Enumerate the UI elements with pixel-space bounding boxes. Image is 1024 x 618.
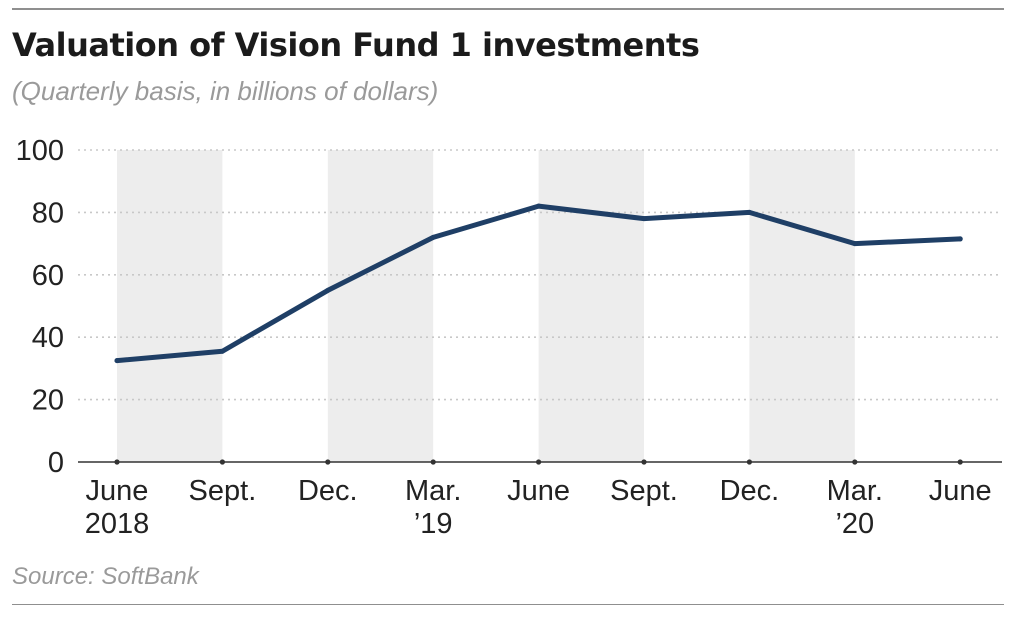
data-point: [219, 348, 225, 354]
data-point: [325, 287, 331, 293]
y-axis-ticks: 0 20 40 60 80 100: [16, 135, 64, 479]
x-tick-label-line: Mar.: [827, 475, 883, 507]
y-tick-label: 20: [32, 385, 64, 417]
x-tick-label-line: Dec.: [720, 475, 780, 507]
source-note: Source: SoftBank: [12, 563, 199, 590]
y-tick-label: 0: [48, 447, 64, 479]
series-group: [114, 203, 963, 364]
x-tick-label: Mar. ’19: [405, 475, 461, 540]
y-tick-label: 40: [32, 322, 64, 354]
data-point: [957, 236, 963, 242]
shaded-band: [327, 150, 434, 462]
bottom-rule: [12, 604, 1004, 605]
x-tick-label-line: Mar.: [405, 475, 461, 507]
x-tick-label: Dec.: [720, 475, 780, 507]
data-point: [114, 358, 120, 364]
x-tick-mark: [641, 459, 647, 465]
chart-subtitle: (Quarterly basis, in billions of dollars…: [12, 76, 439, 106]
x-tick-label-line: ’20: [835, 508, 874, 540]
data-point: [536, 203, 542, 209]
x-tick-label: Sept.: [610, 475, 678, 507]
data-point: [641, 216, 647, 222]
shaded-band: [749, 150, 855, 462]
x-tick-mark: [325, 459, 331, 465]
y-tick-label: 100: [16, 135, 64, 167]
x-tick-label-line: June: [507, 475, 570, 507]
x-tick-mark: [430, 459, 436, 465]
x-tick-label: June 2018: [85, 475, 150, 540]
x-tick-label-line: Sept.: [189, 475, 257, 507]
chart-title: Valuation of Vision Fund 1 investments: [12, 26, 700, 64]
x-tick-mark: [536, 459, 542, 465]
x-tick-mark: [957, 459, 963, 465]
x-tick-label: Mar. ’20: [827, 475, 883, 540]
y-tick-label: 60: [32, 260, 64, 292]
x-tick-mark: [746, 459, 753, 465]
gridlines: [78, 149, 1002, 401]
x-tick-label-line: Dec.: [298, 475, 358, 507]
top-rule: [12, 8, 1004, 10]
x-tick-label-line: June: [929, 475, 992, 507]
x-tick-label: June: [507, 475, 570, 507]
data-point: [852, 241, 858, 247]
x-tick-label: Dec.: [298, 475, 358, 507]
background-bands: [117, 150, 855, 462]
x-tick-label-line: ’19: [414, 508, 453, 540]
x-tick-mark: [114, 459, 120, 465]
x-tick-label: Sept.: [189, 475, 257, 507]
data-point: [430, 234, 436, 240]
x-tick-mark: [852, 459, 858, 465]
shaded-band: [538, 150, 644, 462]
x-tick-label-line: June: [86, 475, 149, 507]
x-tick-label-line: Sept.: [610, 475, 678, 507]
x-tick-label-line: 2018: [85, 508, 150, 540]
shaded-band: [117, 150, 223, 462]
x-tick-label: June: [929, 475, 992, 507]
y-tick-label: 80: [32, 197, 64, 229]
data-point: [746, 209, 752, 215]
x-tick-mark: [219, 459, 225, 465]
